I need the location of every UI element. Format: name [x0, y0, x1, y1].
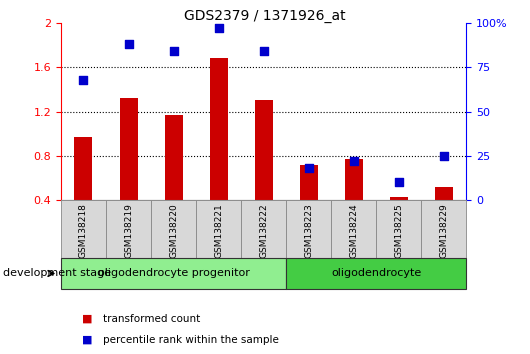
Point — [440, 153, 448, 159]
Text: GSM138221: GSM138221 — [214, 203, 223, 258]
Bar — [435, 187, 453, 200]
Text: GSM138222: GSM138222 — [259, 203, 268, 258]
Text: GSM138218: GSM138218 — [79, 203, 88, 258]
Bar — [61, 200, 106, 258]
Text: GSM138229: GSM138229 — [439, 203, 448, 258]
Text: oligodendrocyte progenitor: oligodendrocyte progenitor — [98, 268, 250, 279]
Bar — [331, 200, 376, 258]
Bar — [241, 200, 286, 258]
Bar — [74, 137, 92, 200]
Point — [80, 77, 88, 82]
Bar — [300, 165, 318, 200]
Text: GDS2379 / 1371926_at: GDS2379 / 1371926_at — [184, 9, 346, 23]
Text: transformed count: transformed count — [103, 314, 200, 324]
Bar — [164, 115, 182, 200]
Bar — [106, 200, 151, 258]
Text: GSM138225: GSM138225 — [394, 203, 403, 258]
Text: GSM138224: GSM138224 — [349, 203, 358, 258]
Point — [350, 158, 358, 164]
Point — [169, 48, 178, 54]
Bar — [254, 101, 272, 200]
Bar — [376, 200, 421, 258]
Text: development stage: development stage — [3, 268, 111, 279]
Bar — [196, 200, 241, 258]
Bar — [421, 200, 466, 258]
Text: GSM138220: GSM138220 — [169, 203, 178, 258]
Text: GSM138219: GSM138219 — [124, 203, 133, 258]
Bar — [286, 258, 466, 289]
Text: ■: ■ — [82, 314, 93, 324]
Point — [394, 179, 403, 185]
Text: GSM138223: GSM138223 — [304, 203, 313, 258]
Bar — [209, 58, 228, 200]
Point — [259, 48, 268, 54]
Text: percentile rank within the sample: percentile rank within the sample — [103, 335, 279, 345]
Bar — [119, 98, 138, 200]
Bar — [344, 159, 363, 200]
Point — [304, 165, 313, 171]
Point — [124, 41, 132, 47]
Bar — [61, 258, 286, 289]
Text: ■: ■ — [82, 335, 93, 345]
Bar — [286, 200, 331, 258]
Point — [214, 25, 223, 31]
Text: oligodendrocyte: oligodendrocyte — [331, 268, 421, 279]
Bar — [151, 200, 196, 258]
Bar — [390, 197, 408, 200]
